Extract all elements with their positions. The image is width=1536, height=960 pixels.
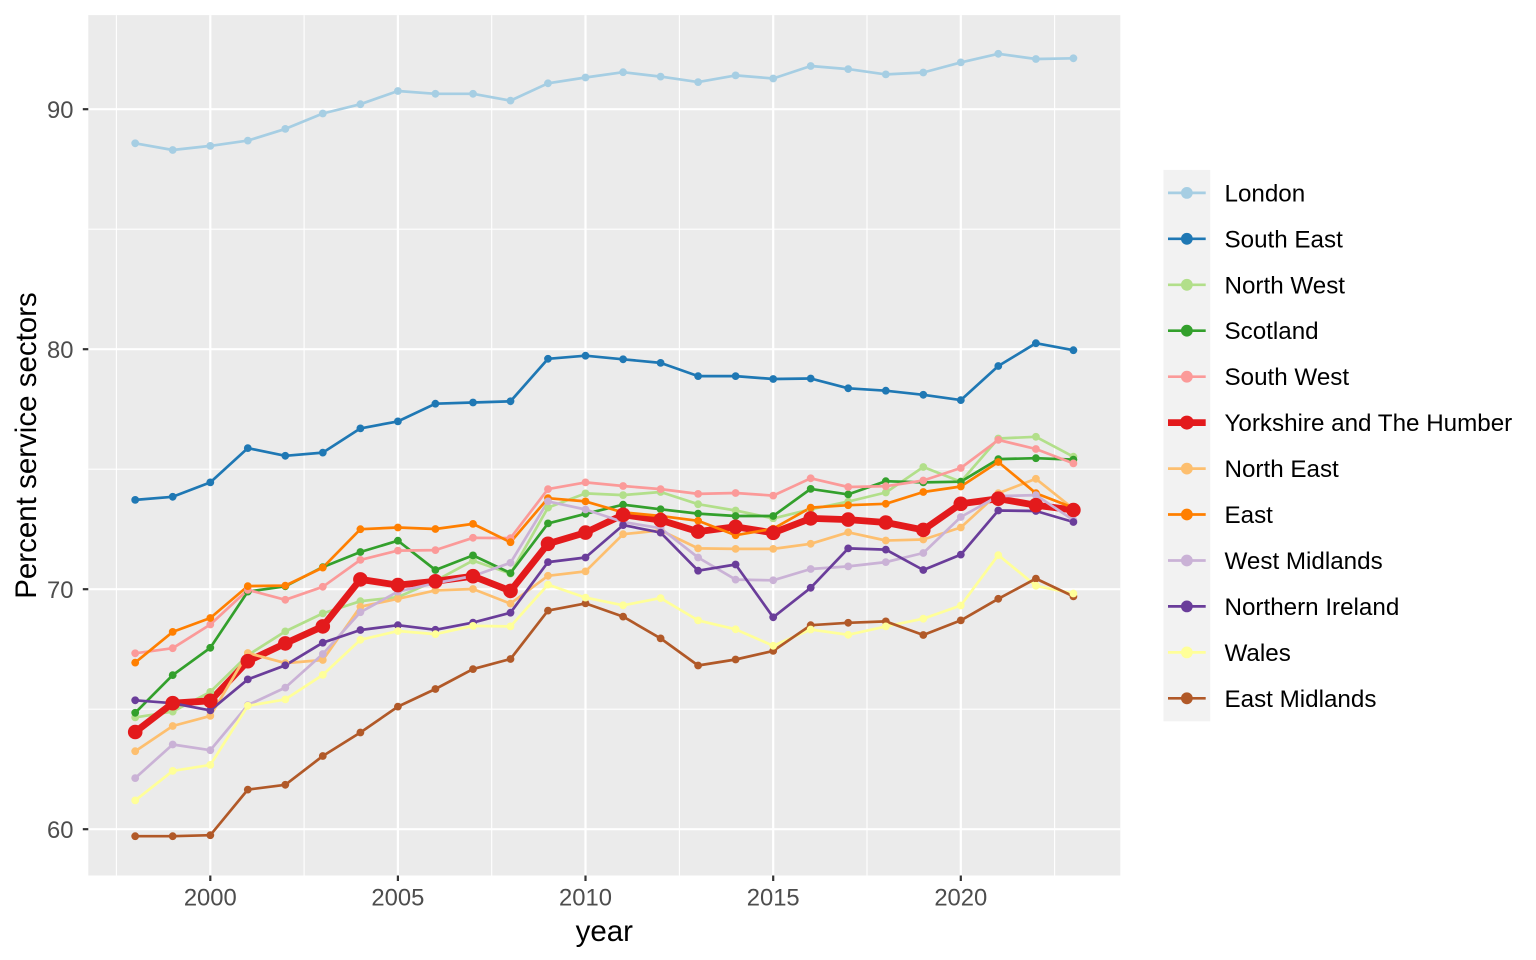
svg-text:Scotland: Scotland [1225,318,1319,345]
svg-text:2000: 2000 [184,885,237,912]
svg-text:70: 70 [47,577,73,604]
svg-text:year: year [576,915,634,948]
svg-text:60: 60 [47,817,73,844]
svg-text:South East: South East [1225,226,1344,253]
svg-text:2020: 2020 [934,885,987,912]
svg-text:North East: North East [1225,456,1340,483]
svg-text:Wales: Wales [1225,640,1291,667]
svg-text:East Midlands: East Midlands [1225,686,1377,713]
svg-text:80: 80 [47,337,73,364]
svg-text:North West: North West [1225,272,1346,299]
svg-text:Percent service sectors: Percent service sectors [10,292,43,599]
svg-text:London: London [1225,180,1306,207]
svg-text:90: 90 [47,97,73,124]
svg-text:West Midlands: West Midlands [1225,548,1383,575]
svg-text:South West: South West [1225,364,1350,391]
svg-text:Yorkshire and The Humber: Yorkshire and The Humber [1225,410,1513,437]
svg-text:2010: 2010 [559,885,612,912]
svg-text:2015: 2015 [747,885,800,912]
svg-text:2005: 2005 [371,885,424,912]
svg-text:East: East [1225,502,1274,529]
svg-text:Northern Ireland: Northern Ireland [1225,594,1400,621]
